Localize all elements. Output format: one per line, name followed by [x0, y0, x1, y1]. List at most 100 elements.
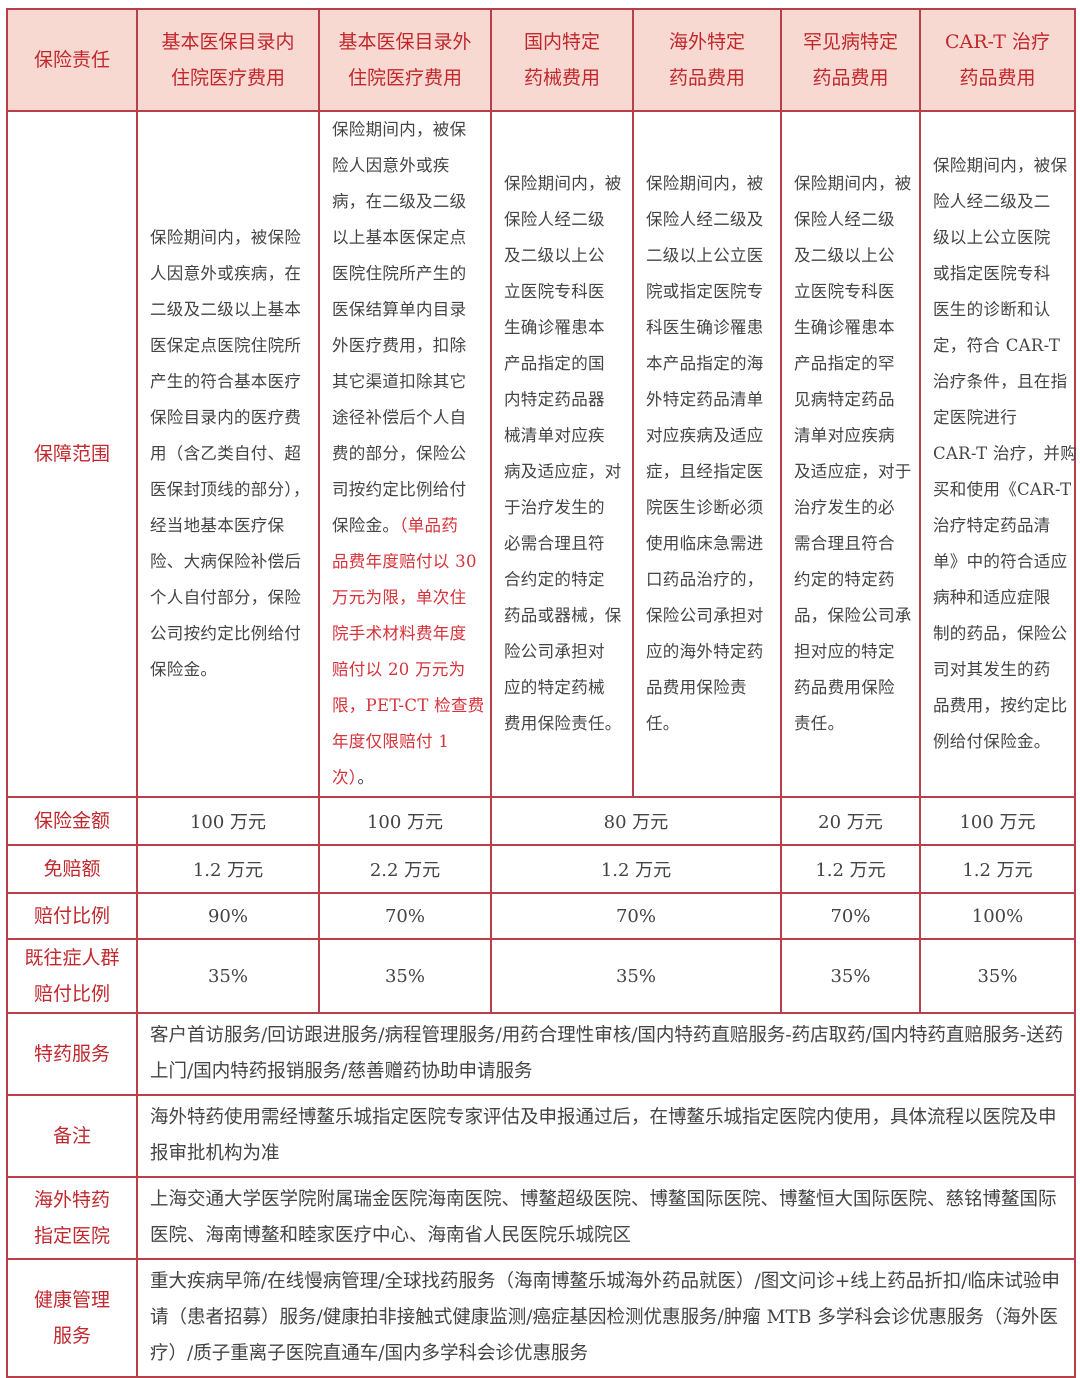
special-drug-service-row: 特药服务 客户首访服务/回访跟进服务/病程管理服务/用药合理性审核/国内特药直赔… — [6, 1012, 1076, 1096]
coverage-line: CAR-T 治疗，并购 — [933, 444, 1078, 463]
header-text: CAR-T 治疗 — [944, 31, 1051, 53]
header-row: 保险责任 基本医保目录内 住院医疗费用 基本医保目录外 住院医疗费用 国内特定 药械费… — [6, 8, 1076, 112]
special-drug-service-label: 特药服务 — [6, 1012, 138, 1096]
deductible-value: 2.2 万元 — [318, 844, 492, 894]
coverage-line: 例给付保险金。 — [933, 732, 1051, 751]
coverage-line: 症，且经指定医 — [646, 462, 764, 481]
coverage-label: 保障范围 — [6, 110, 138, 798]
coverage-cell: 保险期间内，被保 险人因意外或疾 病，在二级及二级 以上基本医保定点 医院住院所产生的医… — [318, 110, 492, 798]
coverage-line: 院或指定医院专 — [646, 282, 764, 301]
coverage-line: 公司按约定比例给付 — [150, 624, 302, 643]
coverage-line: 限，PET-CT 检查费 — [332, 688, 484, 724]
coverage-line: 险人因意外或疾 — [332, 156, 450, 175]
coverage-line: 二级以上公立医 — [646, 246, 764, 265]
preexisting-row: 既往症人群 赔付比例 35% 35% 35% 35% 35% — [6, 938, 1076, 1014]
health-management-text: 重大疾病早筛/在线慢病管理/全球找药服务（海南博鳌乐城海外药品就医）/图文问诊+… — [136, 1258, 1076, 1378]
header-text: 住院医疗费用 — [347, 67, 462, 89]
coverage-line: 保险期间内，被保 — [332, 120, 467, 139]
header-label: 保险责任 — [6, 8, 138, 112]
coverage-line: 保险期间内，被保 — [933, 156, 1068, 175]
coverage-cell: 保险期间内，被 保险人经二级 及二级以上公 立医院专科医 生确诊罹患本 产品指定的国 内特定… — [490, 110, 634, 798]
header-text: 药品费用 — [812, 67, 889, 89]
label-line: 赔付比例 — [33, 983, 110, 1005]
deductible-value: 1.2 万元 — [780, 844, 921, 894]
coverage-line: 制的药品，保险公 — [933, 624, 1068, 643]
preexisting-value: 35% — [780, 938, 921, 1014]
coverage-line: 产生的符合基本医疗 — [150, 372, 302, 391]
coverage-line: 保险公司承担对 — [646, 606, 764, 625]
coverage-line: 保险期间内，被 — [794, 174, 912, 193]
sum-insured-label: 保险金额 — [6, 796, 138, 846]
header-col-rare-disease: 罕见病特定 药品费用 — [780, 8, 921, 112]
sum-insured-value: 80 万元 — [490, 796, 782, 846]
coverage-line: 人因意外或疾病，在 — [150, 264, 302, 283]
coverage-line: 治疗发生的必 — [794, 498, 895, 517]
header-col-in-catalog: 基本医保目录内 住院医疗费用 — [136, 8, 320, 112]
coverage-line: 约定的特定药 — [794, 570, 895, 589]
coverage-line: 治疗条件，且在指 — [933, 372, 1068, 391]
coverage-line: 司对其发生的药 — [933, 660, 1051, 679]
coverage-line: 途径补偿后个人自 — [332, 408, 467, 427]
coverage-cell: 保险期间内，被 保险人经二级 及二级以上公 立医院专科医 生确诊罹患本 产品指定的罕 见病特… — [780, 110, 921, 798]
highlight-text: 次） — [332, 768, 358, 787]
label-line: 既往症人群 — [24, 947, 120, 969]
highlight-text: 万元为限，单次住 — [332, 588, 467, 607]
header-col-out-catalog: 基本医保目录外 住院医疗费用 — [318, 8, 492, 112]
coverage-line: 病及适应症，对 — [504, 462, 622, 481]
sum-insured-row: 保险金额 100 万元 100 万元 80 万元 20 万元 100 万元 — [6, 796, 1076, 846]
coverage-line: 病种和适应症限 — [933, 588, 1051, 607]
coverage-line: 外医疗费用，扣除 — [332, 336, 467, 355]
coverage-line: 个人自付部分，保险 — [150, 588, 302, 607]
coverage-line: 险、大病保险补偿后 — [150, 552, 302, 571]
insurance-benefits-table: 保险责任 基本医保目录内 住院医疗费用 基本医保目录外 住院医疗费用 国内特定 药械费… — [6, 8, 1078, 1378]
coverage-line: 合约定的特定 — [504, 570, 605, 589]
label-line: 海外特药 — [33, 1189, 110, 1211]
coverage-line: 于治疗发生的 — [504, 498, 605, 517]
overseas-hospitals-label: 海外特药 指定医院 — [6, 1176, 138, 1260]
preexisting-value: 35% — [136, 938, 320, 1014]
coverage-line: 年度仅限赔付 1 — [332, 724, 480, 760]
coverage-line: 保险金。（单品药 — [332, 508, 480, 544]
coverage-line: 立医院专科医 — [504, 282, 605, 301]
preexisting-label: 既往症人群 赔付比例 — [6, 938, 138, 1014]
coverage-line: 医院住院所产生的 — [332, 264, 467, 283]
coverage-line: 治疗特定药品清 — [933, 516, 1051, 535]
coverage-line: 品费用，按约定比 — [933, 696, 1068, 715]
coverage-line: 本产品指定的海 — [646, 354, 764, 373]
deductible-label: 免赔额 — [6, 844, 138, 894]
coverage-line: 万元为限，单次住 — [332, 580, 480, 616]
coverage-line: 任。 — [646, 714, 680, 733]
coverage-line: 药品或器械，保 — [504, 606, 622, 625]
coverage-line: 司按约定比例给付 — [332, 480, 467, 499]
notes-label: 备注 — [6, 1094, 138, 1178]
coverage-line: 次）。 — [332, 760, 480, 796]
coverage-line: 保险人经二级及 — [646, 210, 764, 229]
coverage-line: 对应疾病及适应 — [646, 426, 764, 445]
coverage-line: 保险人经二级 — [504, 210, 605, 229]
header-col-car-t: CAR-T 治疗 药品费用 — [919, 8, 1076, 112]
header-col-overseas-drugs: 海外特定 药品费用 — [632, 8, 782, 112]
coverage-line: 保险金。 — [150, 660, 218, 679]
label-line: 服务 — [52, 1325, 91, 1347]
overseas-hospitals-text: 上海交通大学医学院附属瑞金医院海南医院、博鳌超级医院、博鳌国际医院、博鳌恒大国际… — [136, 1176, 1076, 1260]
highlight-text: 院手术材料费年度 — [332, 624, 467, 643]
preexisting-value: 35% — [919, 938, 1076, 1014]
coverage-line: 费用保险责任。 — [504, 714, 622, 733]
coverage-line: 医生的诊断和认 — [933, 300, 1051, 319]
highlight-text: 年度仅限赔付 1 — [332, 732, 450, 751]
header-text: 国内特定 — [523, 31, 600, 53]
header-text: 基本医保目录外 — [338, 31, 472, 53]
highlight-text: 限，PET-CT 检查费 — [332, 696, 485, 715]
notes-text: 海外特药使用需经博鳌乐城指定医院专家评估及申报通过后，在博鳌乐城指定医院内使用，… — [136, 1094, 1076, 1178]
header-col-domestic-drugs: 国内特定 药械费用 — [490, 8, 634, 112]
coverage-line: 保险期间内，被保险 — [150, 228, 302, 247]
coverage-line: 费的部分，保险公 — [332, 444, 467, 463]
coverage-text: 保险金。 — [332, 516, 400, 535]
overseas-hospitals-row: 海外特药 指定医院 上海交通大学医学院附属瑞金医院海南医院、博鳌超级医院、博鳌国际… — [6, 1176, 1076, 1260]
coverage-line: 经当地基本医疗保 — [150, 516, 285, 535]
coverage-line: 保险目录内的医疗费 — [150, 408, 302, 427]
coverage-line: 用（含乙类自付、超 — [150, 444, 302, 463]
coverage-line: 医保结算单内目录 — [332, 300, 467, 319]
coverage-line: 及适应症，对于 — [794, 462, 912, 481]
coverage-line: 品，保险公司承 — [794, 606, 912, 625]
